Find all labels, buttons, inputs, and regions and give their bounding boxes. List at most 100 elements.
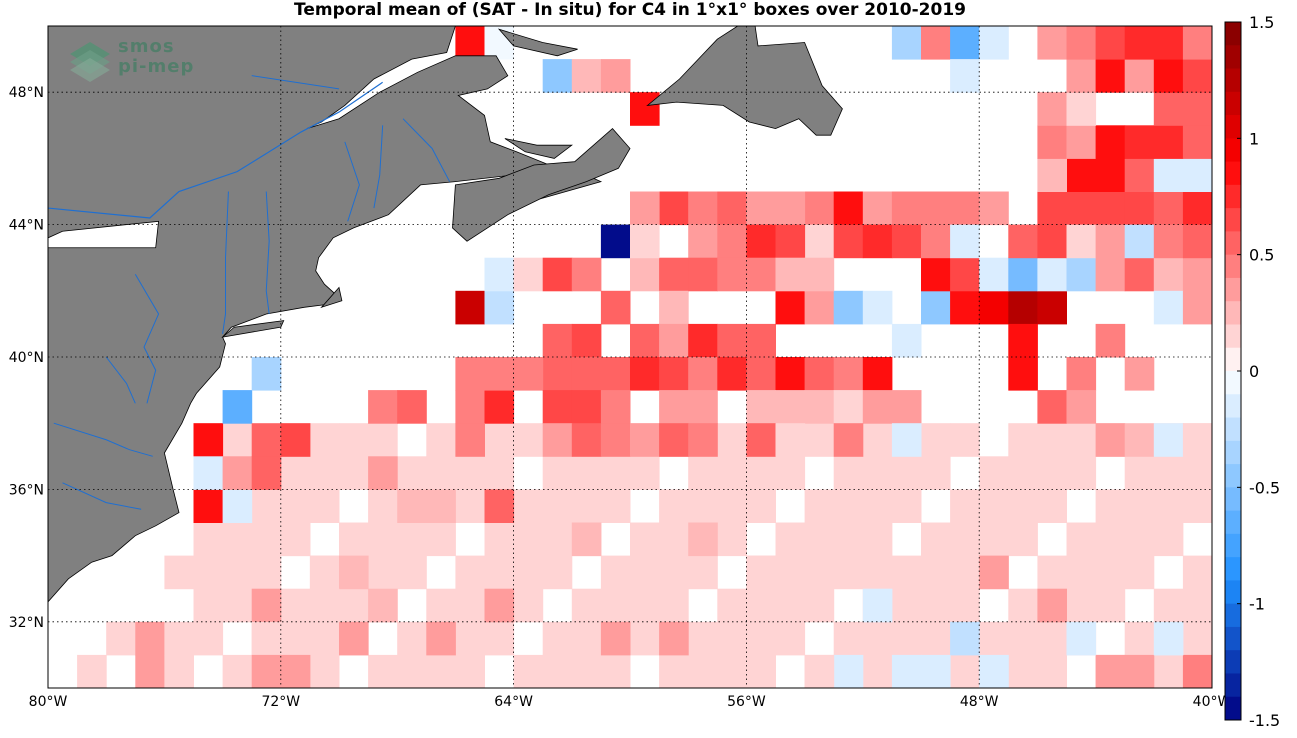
heatmap-cell (950, 26, 980, 60)
heatmap-cell (542, 456, 573, 490)
river-line (222, 191, 229, 334)
heatmap-cell (1095, 59, 1126, 93)
heatmap-cell (862, 621, 893, 656)
heatmap-cell (1037, 390, 1067, 424)
heatmap-cell (484, 621, 515, 656)
heatmap-cell (455, 390, 485, 424)
heatmap-cell (193, 621, 224, 656)
heatmap-cell (1095, 588, 1126, 623)
heatmap-cell (1037, 158, 1067, 192)
heatmap-cell (1182, 621, 1212, 656)
land-polygon (646, 26, 843, 136)
heatmap-cell (1153, 654, 1184, 688)
heatmap-cell (1124, 59, 1155, 93)
heatmap-cell (688, 323, 718, 358)
heatmap-cell (251, 654, 282, 688)
heatmap-cell (1124, 357, 1155, 391)
heatmap-cell (921, 224, 951, 259)
heatmap-cell (164, 621, 194, 656)
heatmap-cell (222, 489, 253, 523)
heatmap-cell (600, 588, 631, 623)
heatmap-cell (1066, 257, 1097, 292)
heatmap-cell (804, 191, 835, 226)
heatmap-cell (746, 257, 776, 292)
heatmap-cell (600, 621, 631, 656)
colorbar-swatch (1225, 138, 1241, 163)
heatmap-cell (950, 224, 980, 259)
heatmap-cell (891, 555, 922, 590)
heatmap-cell (368, 423, 398, 457)
heatmap-cell (804, 588, 835, 623)
heatmap-cell (193, 423, 224, 457)
heatmap-cell (222, 390, 253, 424)
heatmap-cell (659, 323, 689, 358)
heatmap-cell (368, 522, 398, 557)
heatmap-cell (1037, 257, 1067, 292)
heatmap-cell (717, 357, 747, 391)
heatmap-cell (630, 588, 660, 623)
heatmap-cell (280, 588, 311, 623)
heatmap-cell (1095, 191, 1126, 226)
heatmap-cell (1182, 588, 1212, 623)
heatmap-cell (542, 257, 573, 292)
heatmap-cell (426, 423, 456, 457)
heatmap-cell (193, 456, 224, 490)
heatmap-cell (717, 191, 747, 226)
heatmap-cell (688, 257, 718, 292)
colorbar-swatch (1225, 91, 1241, 116)
heatmap-cell (746, 588, 776, 623)
land-polygon (320, 286, 343, 309)
heatmap-cell (1124, 456, 1155, 490)
heatmap-cell (1124, 191, 1155, 226)
heatmap-cell (513, 555, 544, 590)
heatmap-cell (600, 654, 631, 688)
heatmap-cell (659, 257, 689, 292)
heatmap-cell (950, 522, 980, 557)
graticule (48, 26, 1212, 688)
heatmap-cell (571, 522, 602, 557)
heatmap-cell (397, 390, 427, 424)
heatmap-cell (950, 59, 980, 93)
river-line (344, 141, 360, 222)
heatmap-cell (426, 621, 456, 656)
heatmap-cell (455, 290, 485, 325)
heatmap-cell (222, 588, 253, 623)
heatmap-cell (1153, 456, 1184, 490)
heatmap-cell (862, 357, 893, 391)
heatmap-cell (222, 654, 253, 688)
heatmap-cell (1095, 125, 1126, 159)
heatmap-cell (571, 588, 602, 623)
heatmap-cell (804, 423, 835, 457)
heatmap-cell (484, 290, 515, 325)
colorbar-swatch (1225, 324, 1241, 349)
heatmap-cell (921, 290, 951, 325)
heatmap-cell (1066, 390, 1097, 424)
heatmap-cell (979, 522, 1009, 557)
heatmap-cell (891, 26, 922, 60)
heatmap-cell (368, 489, 398, 523)
heatmap-cell (1124, 489, 1155, 523)
heatmap-cell (571, 456, 602, 490)
heatmap-cell (1182, 125, 1212, 159)
heatmap-cell (1066, 191, 1097, 226)
heatmap-cell (1095, 423, 1126, 457)
heatmap-cell (1008, 522, 1038, 557)
heatmap-cell (717, 456, 747, 490)
heatmap-cell (251, 621, 282, 656)
heatmap-cell (1182, 489, 1212, 523)
heatmap-cell (891, 621, 922, 656)
heatmap-cell (862, 191, 893, 226)
heatmap-cell (1095, 257, 1126, 292)
heatmap-cell (309, 588, 340, 623)
colorbar-tick-label: 0.5 (1249, 246, 1274, 265)
heatmap-cell (1124, 125, 1155, 159)
colorbar-swatch (1225, 277, 1241, 302)
heatmap-cell (1037, 456, 1067, 490)
colorbar-swatch (1225, 208, 1241, 232)
heatmap-cell (1182, 555, 1212, 590)
colorbar-swatch (1225, 440, 1241, 465)
heatmap-cell (891, 654, 922, 688)
heatmap-cell (571, 390, 602, 424)
heatmap-cell (659, 390, 689, 424)
